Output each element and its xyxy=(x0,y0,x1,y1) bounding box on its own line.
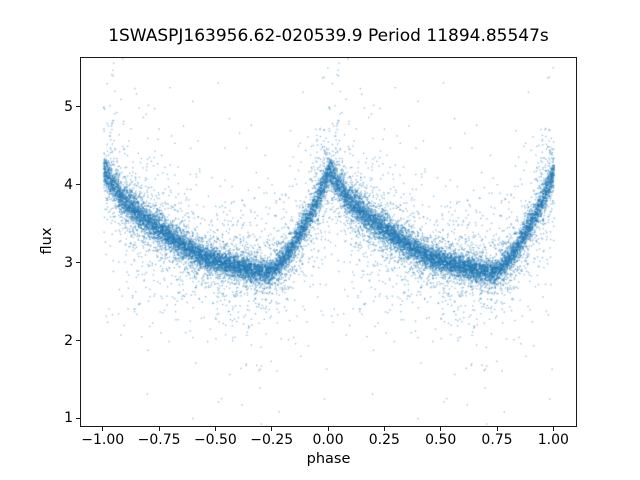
y-tick-mark xyxy=(76,340,80,341)
x-tick-label: 0.50 xyxy=(425,432,457,448)
y-axis-label: flux xyxy=(39,227,55,255)
x-tick-label: −0.75 xyxy=(137,432,181,448)
y-tick-label: 5 xyxy=(64,98,73,115)
y-tick-label: 2 xyxy=(64,332,73,349)
x-axis-label: phase xyxy=(306,451,351,467)
y-tick-label: 3 xyxy=(64,254,73,271)
x-tick-mark xyxy=(552,427,554,431)
chart-title: 1SWASPJ163956.62-020539.9 Period 11894.8… xyxy=(108,26,549,46)
x-tick-mark xyxy=(327,427,329,431)
x-tick-mark xyxy=(271,427,273,431)
x-tick-label: 0.00 xyxy=(312,432,344,448)
y-tick-mark xyxy=(76,106,80,108)
y-tick-label: 4 xyxy=(64,176,73,193)
x-tick-label: −1.00 xyxy=(81,432,125,448)
x-tick-label: 0.25 xyxy=(368,432,400,448)
y-tick-mark xyxy=(76,417,80,419)
x-tick-mark xyxy=(383,427,385,431)
x-tick-mark xyxy=(214,427,216,431)
x-tick-label: −0.25 xyxy=(250,432,294,448)
x-tick-mark xyxy=(496,427,498,431)
x-tick-mark xyxy=(440,427,442,431)
x-tick-label: 0.75 xyxy=(481,432,513,448)
x-tick-mark xyxy=(158,427,160,431)
y-tick-label: 1 xyxy=(64,410,73,427)
scatter-points-canvas xyxy=(81,58,578,428)
x-tick-label: −0.50 xyxy=(193,432,237,448)
y-tick-mark xyxy=(76,262,80,263)
plot-area xyxy=(80,57,578,428)
x-tick-mark xyxy=(102,427,104,431)
x-tick-label: 1.00 xyxy=(537,432,569,448)
y-tick-mark xyxy=(76,184,80,186)
